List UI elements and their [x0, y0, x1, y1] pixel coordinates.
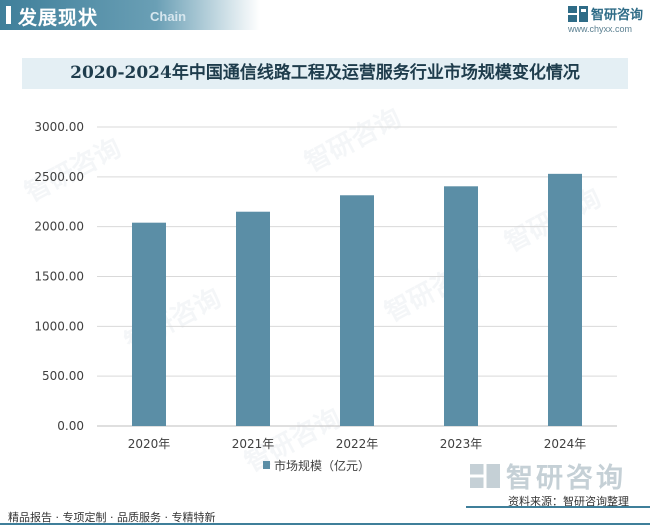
- x-tick-label: 2024年: [544, 437, 587, 451]
- x-tick-label: 2022年: [336, 437, 379, 451]
- y-tick-label: 3000.00: [34, 120, 84, 134]
- legend-label: 市场规模（亿元）: [274, 458, 370, 473]
- page-header: 发展现状 Chain 智研咨询 www.chyxx.com: [0, 0, 650, 36]
- brand-logo: 智研咨询: [568, 4, 643, 23]
- bar: [236, 211, 270, 426]
- y-tick-label: 1000.00: [34, 319, 84, 333]
- brand-watermark-text: 智研咨询: [506, 463, 626, 494]
- chart-title: 2020-2024年中国通信线路工程及运营服务行业市场规模变化情况: [70, 63, 580, 83]
- y-tick-label: 1500.00: [34, 270, 84, 284]
- bar: [548, 173, 582, 426]
- brand-url: www.chyxx.com: [568, 24, 633, 34]
- bar: [444, 186, 478, 426]
- chart-title-band: 2020-2024年中国通信线路工程及运营服务行业市场规模变化情况: [22, 58, 628, 89]
- y-tick-label: 0.00: [57, 419, 84, 433]
- y-tick-label: 2500.00: [34, 170, 84, 184]
- bar: [340, 195, 374, 426]
- section-subtitle: Chain: [150, 9, 187, 24]
- footer-tagline: 精品报告 · 专项定制 · 品质服务 · 专精特新: [8, 511, 216, 524]
- bar-chart: 0.00 500.00 1000.00 1500.00 2000.00 2500.00 30…: [34, 120, 617, 473]
- source-note: 资料来源：智研咨询整理: [508, 495, 629, 508]
- y-tick-label: 500.00: [42, 369, 84, 383]
- x-tick-label: 2020年: [128, 437, 171, 451]
- source-underline: [466, 506, 650, 508]
- brand-logo-icon: [568, 5, 588, 22]
- x-tick-label: 2021年: [232, 437, 275, 451]
- footer-rule: [0, 523, 650, 525]
- brand-name: 智研咨询: [591, 8, 644, 23]
- brand-watermark: 智研咨询: [470, 456, 626, 495]
- section-title: 发展现状: [18, 7, 99, 29]
- x-tick-label: 2023年: [440, 437, 483, 451]
- y-tick-label: 2000.00: [34, 220, 84, 234]
- header-accent-bar: [6, 6, 11, 24]
- header-banner: [0, 0, 260, 30]
- bar: [132, 222, 166, 426]
- legend-swatch: [263, 461, 270, 469]
- brand-watermark-icon: [470, 463, 500, 488]
